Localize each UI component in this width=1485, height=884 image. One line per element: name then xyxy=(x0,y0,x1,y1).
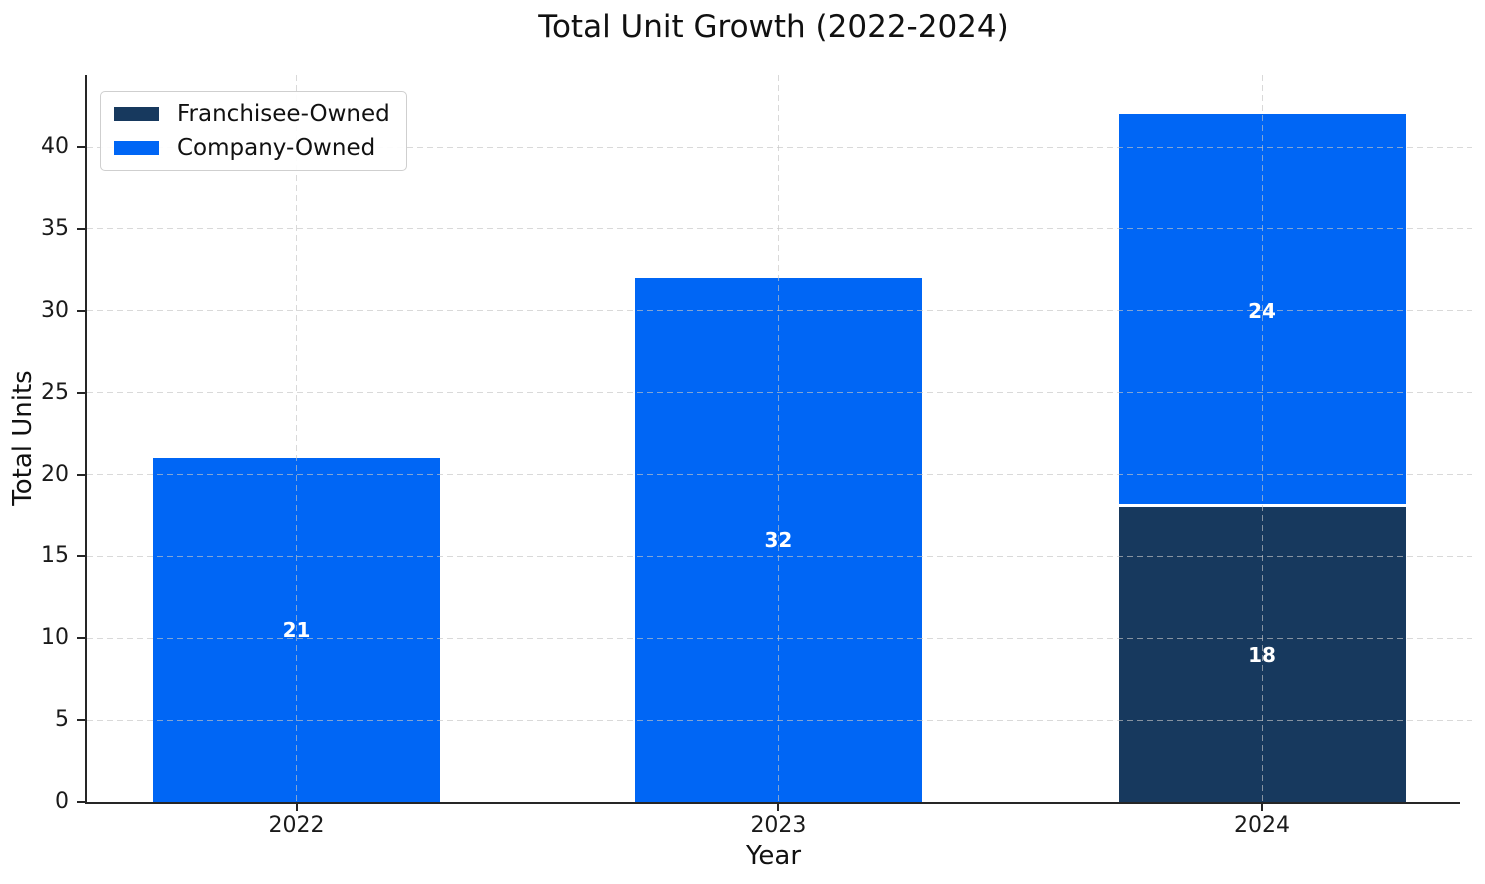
x-tick-label: 2024 xyxy=(1234,813,1290,838)
x-axis-spine xyxy=(85,802,1460,804)
legend: Franchisee-Owned Company-Owned xyxy=(100,91,407,171)
y-tick-label: 5 xyxy=(55,707,69,733)
legend-swatch xyxy=(114,107,159,121)
gridline-vertical xyxy=(1261,75,1263,802)
grid-layer xyxy=(87,75,1472,802)
x-tick-label: 2023 xyxy=(750,813,807,838)
bar-value-label: 24 xyxy=(1248,298,1276,323)
y-tick-mark xyxy=(77,555,85,558)
bar-value-label: 18 xyxy=(1248,642,1276,667)
y-tick-mark xyxy=(77,719,85,722)
x-tick-mark xyxy=(777,803,780,811)
gridline-horizontal xyxy=(87,555,1472,557)
gridline-horizontal xyxy=(87,310,1472,312)
bar-value-label: 32 xyxy=(764,528,793,553)
y-axis-spine xyxy=(85,75,87,804)
gridline-horizontal xyxy=(87,474,1472,476)
y-tick-label: 0 xyxy=(55,789,69,814)
x-tick-label: 2022 xyxy=(268,813,325,838)
y-tick-mark xyxy=(77,309,85,312)
y-tick-mark xyxy=(77,637,85,640)
legend-swatch xyxy=(114,141,159,155)
gridline-vertical xyxy=(777,75,779,802)
gridline-vertical xyxy=(296,75,298,802)
bars-layer xyxy=(87,75,1460,802)
y-tick-mark xyxy=(77,227,85,230)
y-tick-label: 40 xyxy=(41,134,69,160)
bar-segment xyxy=(1118,114,1406,508)
x-axis-label: Year xyxy=(745,841,802,871)
gridline-horizontal xyxy=(87,392,1472,394)
bar-segment xyxy=(634,278,922,802)
legend-entry: Company-Owned xyxy=(114,135,390,161)
y-tick-label: 10 xyxy=(41,625,69,651)
y-tick-mark xyxy=(77,146,85,149)
value-label-layer: 21 32 18 24 xyxy=(87,75,1460,802)
bar-segment xyxy=(153,458,441,802)
y-tick-mark xyxy=(77,473,85,476)
gridline-horizontal xyxy=(87,228,1472,230)
gridline-horizontal xyxy=(87,719,1472,721)
legend-label: Company-Owned xyxy=(177,135,376,161)
legend-entry: Franchisee-Owned xyxy=(114,101,390,127)
gridline-horizontal xyxy=(87,637,1472,639)
y-tick-mark xyxy=(77,801,85,803)
y-tick-label: 35 xyxy=(41,215,69,241)
y-tick-label: 30 xyxy=(41,297,69,323)
legend-label: Franchisee-Owned xyxy=(177,101,390,127)
bar-segment xyxy=(1118,507,1406,802)
x-tick-mark xyxy=(295,803,298,811)
y-tick-mark xyxy=(77,391,85,394)
bar-value-label: 21 xyxy=(282,618,311,643)
y-tick-label: 15 xyxy=(41,543,69,569)
x-tick-mark xyxy=(1261,803,1263,811)
chart-title: Total Unit Growth (2022-2024) xyxy=(538,9,1009,45)
y-axis-label: Total Units xyxy=(8,370,38,506)
plot-area: 0 5 10 15 20 25 30 35 40 2022 2023 2024 21 32 18 24 xyxy=(41,75,1472,838)
axis-layer: 0 5 10 15 20 25 30 35 40 2022 2023 2024 xyxy=(41,75,1460,838)
